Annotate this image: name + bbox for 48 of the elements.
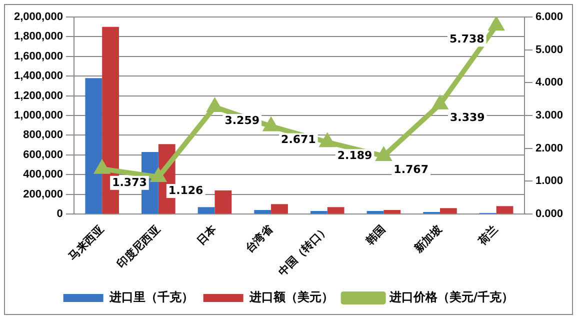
y-tick-label: 800,000 xyxy=(23,129,63,142)
x-tick-label: 台湾省 xyxy=(242,222,276,256)
legend-label: 进口额（美元） xyxy=(248,290,334,304)
y-tick-label: 2,000,000 xyxy=(14,11,63,24)
y2-tick-label: 3.000 xyxy=(535,110,564,122)
y-tick-label: 200,000 xyxy=(23,188,63,200)
bar xyxy=(214,190,232,214)
legend-label: 进口价格（美元/千克） xyxy=(388,290,514,304)
data-label: 5.738 xyxy=(450,32,484,46)
point xyxy=(208,99,222,112)
y-tick-label: 1,400,000 xyxy=(14,70,63,82)
x-tick-label: 新加坡 xyxy=(411,222,445,256)
data-label: 2.671 xyxy=(281,133,316,146)
data-label: 2.189 xyxy=(337,148,372,162)
point xyxy=(489,18,504,31)
y2-tick-label: 1.000 xyxy=(535,175,564,188)
y2-tick-label: 5.000 xyxy=(535,44,564,56)
data-label: 1.373 xyxy=(112,176,147,189)
y-tick-label: 400,000 xyxy=(23,168,63,181)
y2-tick-label: 4.000 xyxy=(535,76,564,89)
y-tick-label: 600,000 xyxy=(23,148,63,161)
y2-tick-label: 0.000 xyxy=(535,208,564,220)
bar xyxy=(271,204,288,214)
legend-label: 进口里（千克） xyxy=(108,290,194,304)
y-tick-label: 1,200,000 xyxy=(14,90,63,102)
x-tick-label: 中国（转口） xyxy=(276,222,332,279)
x-tick-label: 印度尼西亚 xyxy=(114,222,163,271)
y-tick-label: 0 xyxy=(56,208,63,220)
x-tick-label: 韩国 xyxy=(362,222,388,248)
bar xyxy=(384,210,401,214)
bar xyxy=(327,207,344,214)
bar xyxy=(440,208,457,214)
x-tick-label: 马来西亚 xyxy=(66,222,106,264)
data-label: 1.126 xyxy=(168,184,204,197)
data-label: 3.339 xyxy=(450,111,485,124)
y-tick-label: 1,800,000 xyxy=(14,30,63,43)
bar xyxy=(85,78,102,214)
x-tick-label: 荷兰 xyxy=(475,222,501,248)
y2-tick-label: 6.000 xyxy=(535,11,564,24)
x-tick-label: 日本 xyxy=(194,222,220,248)
y2-tick-label: 2.000 xyxy=(535,142,564,154)
y-tick-label: 1,000,000 xyxy=(14,110,63,122)
bar xyxy=(198,207,215,214)
data-label: 1.767 xyxy=(394,162,428,176)
y-tick-label: 1,600,000 xyxy=(14,50,63,62)
bar xyxy=(496,206,514,214)
bar xyxy=(254,210,272,214)
data-label: 3.259 xyxy=(224,114,260,127)
